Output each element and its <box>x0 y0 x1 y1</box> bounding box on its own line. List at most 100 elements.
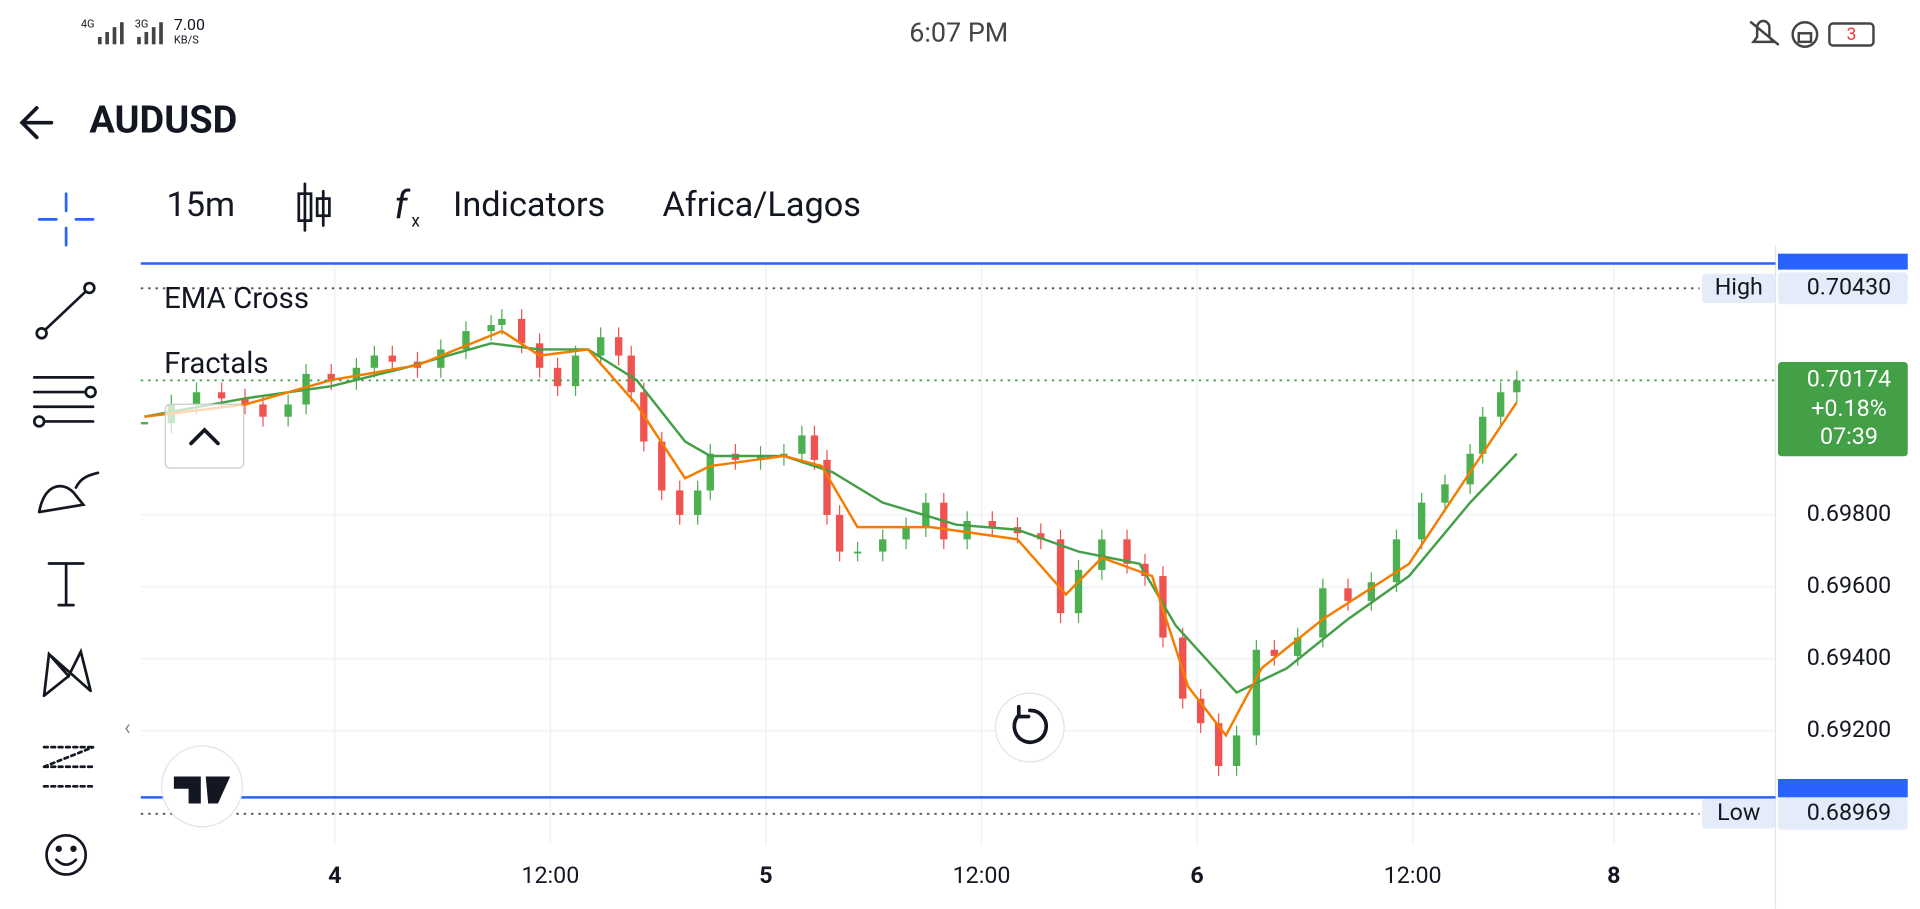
x-tick-label: 12:00 <box>953 861 1011 889</box>
candle <box>658 441 666 491</box>
trendline-tool[interactable] <box>42 287 90 333</box>
status-bar: 4G 3G 7.00 KB/S 6:07 PM 3 <box>81 15 1875 49</box>
low-label: Low <box>1717 798 1760 826</box>
network-label: 3G <box>135 18 149 31</box>
candle <box>1074 569 1083 614</box>
candle <box>798 435 806 454</box>
candle <box>835 514 844 552</box>
fib-tool[interactable] <box>32 376 95 423</box>
high-value-box <box>1777 272 1908 305</box>
x-tick-label: 6 <box>1190 861 1203 889</box>
x-tick-label: 4 <box>328 861 341 889</box>
candle <box>756 455 765 460</box>
signal-icon <box>97 22 124 45</box>
fx-icon[interactable]: f <box>394 183 411 229</box>
range-label <box>1777 253 1908 270</box>
pattern-tool[interactable] <box>42 647 92 698</box>
clock: 6:07 PM <box>909 17 1008 49</box>
net-speed-unit: KB/S <box>174 34 199 47</box>
candle <box>1141 563 1149 577</box>
chart-type-button[interactable] <box>297 182 331 232</box>
reset-icon <box>1012 704 1049 745</box>
candle <box>988 521 996 528</box>
candle <box>1196 698 1205 724</box>
y-tick-label: 0.69800 <box>1807 499 1892 527</box>
candle <box>823 459 831 515</box>
x-tick-label: 12:00 <box>1384 861 1442 889</box>
candle <box>1270 649 1278 656</box>
collapse-legend-button[interactable] <box>164 403 245 469</box>
ema-line <box>144 342 1518 695</box>
candle <box>963 521 971 540</box>
last-price-countdown: 07:39 <box>1820 422 1878 450</box>
low-label-box <box>1702 799 1776 829</box>
candle <box>902 527 910 540</box>
toolbar-toggle[interactable]: ‹ <box>124 716 131 741</box>
net-speed: 7.00 <box>174 15 205 34</box>
plot-area <box>140 309 1521 776</box>
legend-item[interactable]: EMA Cross <box>164 282 309 316</box>
candle <box>352 367 361 381</box>
candle <box>1367 582 1376 601</box>
text-tool[interactable] <box>47 562 85 607</box>
candle <box>571 355 580 387</box>
candle <box>1513 380 1521 393</box>
ema-line <box>144 329 1518 738</box>
x-tick-label: 12:00 <box>521 861 579 889</box>
candle <box>1294 637 1302 656</box>
brush-tool[interactable] <box>37 471 100 514</box>
y-tick-label: 0.69600 <box>1807 571 1892 599</box>
candle <box>1056 539 1065 614</box>
candle <box>388 355 396 362</box>
candle <box>1344 588 1352 601</box>
candle <box>694 490 702 515</box>
low-value: 0.68969 <box>1807 798 1892 826</box>
timezone-button[interactable]: Africa/Lagos <box>662 185 860 225</box>
collapse-icon <box>189 427 220 446</box>
candle <box>879 539 887 552</box>
tradingview-logo[interactable] <box>161 745 244 828</box>
candle <box>284 404 292 417</box>
legend-item[interactable]: Fractals <box>164 347 269 381</box>
candle <box>810 435 819 460</box>
notification-count: 3 <box>1847 25 1857 45</box>
emoji-tool[interactable] <box>45 833 88 876</box>
candle <box>614 337 623 356</box>
interval-button[interactable]: 15m <box>167 185 236 225</box>
x-tick-label: 5 <box>759 861 772 889</box>
candle <box>517 318 526 344</box>
candle <box>853 551 862 554</box>
candle <box>597 337 605 356</box>
status-icons <box>1749 19 1875 48</box>
candle <box>462 331 470 350</box>
candle <box>487 324 495 332</box>
indicators-button[interactable]: Indicators <box>453 185 605 225</box>
candle <box>706 453 714 491</box>
back-button[interactable] <box>19 106 54 140</box>
fx-icon[interactable]: x <box>411 211 420 231</box>
candle <box>1319 588 1327 638</box>
candle <box>1098 539 1106 570</box>
candle <box>498 318 506 325</box>
last-price-box <box>1777 362 1908 457</box>
last-price-change-label: +0.18% <box>1811 394 1887 422</box>
candle <box>327 373 335 381</box>
prediction-tool[interactable] <box>42 745 95 788</box>
crosshair-tool[interactable] <box>37 192 95 247</box>
candle <box>1441 484 1449 503</box>
candle <box>1496 392 1505 417</box>
x-tick-label: 8 <box>1607 861 1620 889</box>
candle <box>1479 416 1487 454</box>
candle <box>676 490 684 515</box>
range-label <box>1777 778 1908 798</box>
logo-mark <box>173 776 231 804</box>
low-value-box <box>1777 797 1908 830</box>
drawing-toolbar <box>32 192 100 876</box>
candle <box>1417 502 1426 540</box>
candle <box>192 392 201 405</box>
candle <box>1232 735 1241 766</box>
reset-chart-button[interactable] <box>994 692 1065 763</box>
overlays: High 0.70430 Low 0.68969 0.70174+0.18%07:39 <box>140 272 1908 830</box>
candle <box>217 392 226 399</box>
